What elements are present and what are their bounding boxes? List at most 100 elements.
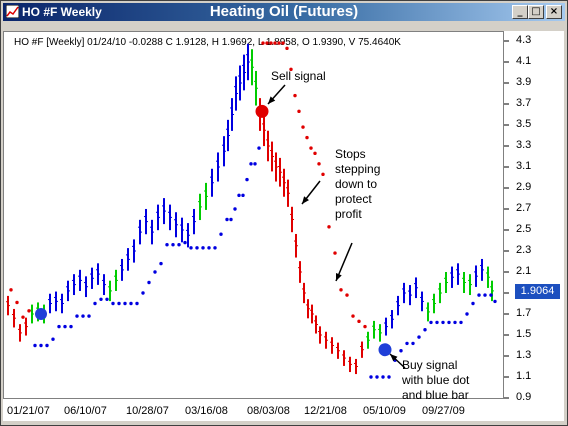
stop-dot [493, 299, 497, 304]
buy-line-2: with blue dot [402, 373, 470, 387]
x-tick-label: 05/10/09 [363, 405, 406, 417]
stop-dot [87, 314, 91, 318]
stops-annotation: Stops stepping down to protect profit [335, 147, 380, 222]
stop-dot [233, 207, 237, 211]
stop-dot [465, 312, 469, 316]
stop-dot [229, 217, 233, 222]
x-tick-label: 03/16/08 [185, 405, 228, 417]
stop-dot [305, 135, 309, 140]
stop-dot [339, 288, 343, 292]
stop-dot [129, 301, 133, 306]
stop-dot [313, 151, 317, 156]
stop-dot [219, 232, 223, 236]
stop-dot [171, 243, 175, 247]
stop-dot [317, 162, 321, 166]
stop-dot [369, 375, 373, 379]
stop-dot [441, 320, 445, 325]
stop-dot [345, 293, 349, 297]
stop-dot [375, 375, 379, 379]
stop-dot [27, 309, 31, 313]
stop-dot [123, 301, 127, 306]
stop-dot [159, 261, 163, 266]
stop-dot [99, 297, 103, 301]
stop-dot [15, 300, 19, 305]
stop-dot [93, 301, 97, 306]
stop-dot [405, 341, 409, 346]
stop-dot [489, 293, 493, 297]
stop-dot [201, 246, 205, 250]
stop-dot [301, 125, 305, 129]
stop-dot [261, 41, 265, 45]
sell-signal-dot [255, 104, 269, 118]
stop-dot [165, 243, 169, 247]
x-axis-strip [3, 399, 504, 421]
stop-dot [357, 319, 361, 324]
stop-dot [459, 320, 463, 325]
stop-dot [289, 67, 293, 72]
stop-dot [207, 246, 211, 250]
stop-dot [351, 314, 355, 318]
stop-dot [285, 46, 289, 51]
stop-dot [213, 246, 217, 250]
stop-dot [33, 343, 37, 348]
stop-dot [417, 335, 421, 339]
y-tick-label: 3.1 [516, 160, 532, 172]
y-tick-label: 4.3 [516, 34, 532, 46]
x-tick-label: 01/21/07 [7, 405, 50, 417]
y-tick-label: 2.9 [516, 181, 532, 193]
stop-dot [309, 146, 313, 150]
stop-dot [423, 328, 427, 332]
x-tick-label: 12/21/08 [304, 405, 347, 417]
stop-dot [69, 324, 73, 329]
stop-dot [9, 288, 13, 292]
stop-dot [21, 315, 25, 319]
chart-app-icon[interactable] [6, 5, 19, 18]
maximize-button[interactable]: □ [528, 5, 544, 19]
stops-line-5: profit [335, 207, 362, 221]
y-tick-label: 0.9 [516, 391, 532, 403]
stop-dot [183, 240, 187, 245]
sell-signal-annotation: Sell signal [271, 69, 326, 83]
stop-dot [453, 320, 457, 325]
stop-dot [411, 341, 415, 346]
stop-dot [435, 320, 439, 325]
stop-dot [81, 314, 85, 318]
stop-dot [333, 251, 337, 255]
y-tick-label: 2.3 [516, 244, 532, 256]
stop-dot [297, 109, 301, 114]
x-tick-label: 06/10/07 [64, 405, 107, 417]
stop-dot [189, 246, 193, 250]
y-tick-label: 1.3 [516, 349, 532, 361]
x-tick-label: 09/27/09 [422, 405, 465, 417]
stop-dot [447, 320, 451, 325]
stops-line-1: Stops [335, 147, 366, 161]
stop-dot [195, 246, 199, 250]
stop-dot [471, 301, 475, 306]
stop-dot [141, 291, 145, 295]
stop-dot [429, 320, 433, 325]
buy-line-3: and blue bar [402, 388, 469, 402]
minimize-button[interactable]: _ [512, 5, 528, 19]
stop-dot [253, 162, 257, 166]
stop-dot [277, 41, 281, 45]
stop-dot [75, 314, 79, 318]
y-tick-label: 1.1 [516, 370, 532, 382]
stop-dot [225, 217, 229, 222]
y-tick-label: 2.5 [516, 223, 532, 235]
stop-dot [477, 293, 481, 297]
buy-signal-annotation: Buy signal with blue dot and blue bar [402, 358, 469, 403]
ohlc-info-line: HO #F [Weekly] 01/24/10 -0.0288 C 1.9128… [14, 37, 401, 48]
stop-dot [51, 337, 55, 341]
y-tick-label: 3.7 [516, 97, 532, 109]
stop-dot [265, 41, 269, 45]
y-tick-label: 3.3 [516, 139, 532, 151]
stops-line-2: stepping [335, 162, 381, 176]
stop-dot [321, 172, 325, 177]
last-price-badge: 1.9064 [515, 284, 560, 299]
stop-dot [111, 301, 115, 306]
stop-dot [249, 162, 253, 166]
stop-dot [387, 375, 391, 379]
stop-dot [153, 270, 157, 274]
close-button[interactable]: × [546, 5, 562, 19]
